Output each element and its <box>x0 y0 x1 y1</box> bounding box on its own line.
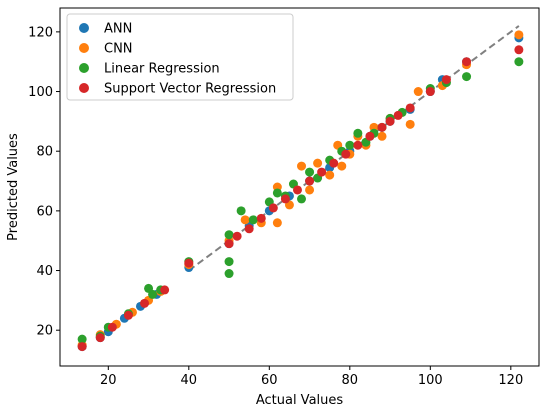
data-point-cnn <box>377 131 387 141</box>
data-point-cnn <box>305 185 315 195</box>
data-point-support-vector-regression <box>95 333 105 343</box>
legend-label: Support Vector Regression <box>104 82 276 97</box>
legend-label: Linear Regression <box>104 62 220 77</box>
y-tick-label: 60 <box>36 204 53 219</box>
data-point-cnn <box>313 158 323 168</box>
x-tick-label: 120 <box>498 373 523 388</box>
data-point-support-vector-regression <box>441 75 451 85</box>
data-point-support-vector-regression <box>341 149 351 159</box>
data-point-linear-regression <box>297 194 307 204</box>
legend-marker <box>79 43 89 53</box>
x-tick-label: 20 <box>100 373 117 388</box>
data-point-support-vector-regression <box>77 342 87 352</box>
data-point-linear-regression <box>236 206 246 216</box>
y-tick-label: 100 <box>28 85 53 100</box>
data-point-support-vector-regression <box>385 116 395 126</box>
data-point-linear-regression <box>224 269 234 279</box>
data-point-support-vector-regression <box>140 298 150 308</box>
data-point-support-vector-regression <box>184 258 194 268</box>
y-axis-ticks: 20 40 60 80 100 120 <box>28 25 60 339</box>
x-axis-ticks: 20 40 60 80 100 120 <box>100 366 523 388</box>
data-point-linear-regression <box>224 257 234 267</box>
data-point-support-vector-regression <box>123 310 133 320</box>
legend-box <box>66 13 294 101</box>
data-point-cnn <box>337 161 347 171</box>
data-point-cnn <box>272 218 282 228</box>
data-point-support-vector-regression <box>232 231 242 241</box>
data-point-support-vector-regression <box>160 285 170 295</box>
data-point-support-vector-regression <box>514 45 524 55</box>
data-point-support-vector-regression <box>224 239 234 249</box>
data-point-linear-regression <box>272 188 282 198</box>
data-point-cnn <box>240 215 250 225</box>
data-point-cnn <box>325 170 335 180</box>
y-tick-label: 120 <box>28 25 53 40</box>
y-axis-title: Predicted Values <box>6 133 21 241</box>
y-tick-label: 40 <box>36 264 53 279</box>
legend: ANN CNN Linear Regression Support Vector Re… <box>66 13 294 101</box>
y-tick-label: 20 <box>36 324 53 339</box>
data-point-linear-regression <box>514 57 524 67</box>
legend-marker <box>79 83 89 93</box>
data-point-linear-regression <box>224 230 234 240</box>
y-tick-label: 80 <box>36 145 53 160</box>
data-point-linear-regression <box>77 334 87 344</box>
legend-marker <box>79 23 89 33</box>
x-tick-label: 80 <box>342 373 359 388</box>
data-point-support-vector-regression <box>425 87 435 97</box>
data-point-support-vector-regression <box>280 194 290 204</box>
data-point-linear-regression <box>462 72 472 82</box>
x-tick-label: 60 <box>261 373 278 388</box>
data-point-support-vector-regression <box>268 203 278 213</box>
x-tick-label: 40 <box>181 373 198 388</box>
plot-frame <box>59 7 540 367</box>
data-point-linear-regression <box>305 167 315 177</box>
data-point-cnn <box>297 161 307 171</box>
x-axis-title: Actual Values <box>256 393 344 408</box>
data-point-linear-regression <box>345 140 355 150</box>
data-point-support-vector-regression <box>244 224 254 234</box>
data-point-linear-regression <box>353 128 363 138</box>
data-point-support-vector-regression <box>405 103 415 113</box>
data-point-support-vector-regression <box>353 140 363 150</box>
legend-label: ANN <box>104 22 132 37</box>
data-point-linear-regression <box>248 215 258 225</box>
data-point-support-vector-regression <box>317 167 327 177</box>
data-point-cnn <box>514 30 524 40</box>
legend-marker <box>79 63 89 73</box>
data-point-support-vector-regression <box>462 57 472 67</box>
data-point-cnn <box>413 87 423 97</box>
data-points-group <box>77 30 524 352</box>
data-point-support-vector-regression <box>329 158 339 168</box>
data-point-support-vector-regression <box>292 185 302 195</box>
data-point-support-vector-regression <box>393 110 403 120</box>
data-point-cnn <box>405 119 415 129</box>
data-point-support-vector-regression <box>107 322 117 332</box>
x-tick-label: 100 <box>418 373 443 388</box>
legend-label: CNN <box>104 42 133 57</box>
data-point-support-vector-regression <box>377 122 387 132</box>
data-point-support-vector-regression <box>256 213 266 223</box>
data-point-support-vector-regression <box>365 131 375 141</box>
data-point-support-vector-regression <box>305 176 315 186</box>
data-point-linear-regression <box>148 289 158 299</box>
